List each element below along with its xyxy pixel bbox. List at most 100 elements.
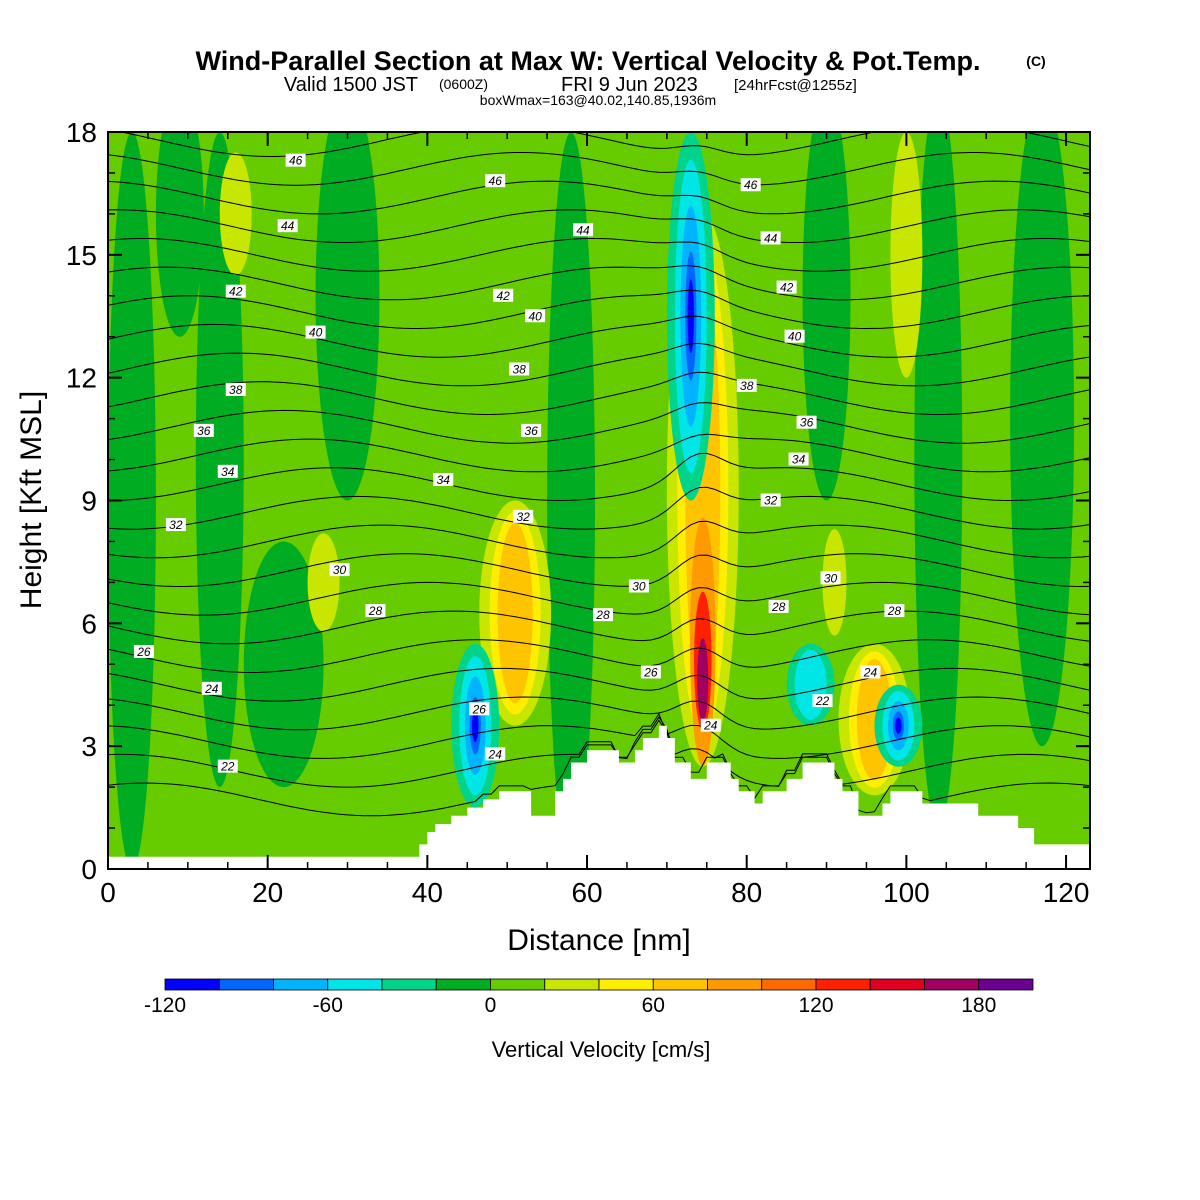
contour-label-value: 36 (800, 416, 814, 430)
contour-label: 46 (285, 153, 306, 168)
contour-label: 26 (640, 665, 661, 679)
contour-label: 34 (217, 464, 238, 479)
chart-title: Wind-Parallel Section at Max W: Vertical… (196, 46, 981, 76)
theta-contour-line (108, 180, 1090, 215)
colorbar-swatch (490, 978, 546, 991)
contour-label: 32 (760, 493, 781, 508)
theta-contours (108, 132, 1090, 817)
contour-label-value: 46 (489, 174, 503, 188)
theta-contour-line (118, 132, 1090, 157)
colorbar-swatch (164, 978, 220, 991)
contour-label-value: 42 (780, 281, 794, 295)
contour-label-box (133, 644, 154, 658)
terrain-shape (108, 725, 1090, 869)
contour-label: 46 (485, 174, 506, 188)
colorbar-swatch (707, 978, 763, 991)
contour-label-box (573, 223, 594, 237)
theta-contour-line (108, 610, 1090, 645)
contour-label-value: 34 (221, 465, 235, 479)
contour-label-box (469, 702, 490, 716)
theta-contour-line (108, 265, 1090, 301)
contour-label-value: 30 (824, 571, 838, 585)
valid-time-date: FRI 9 Jun 2023 (561, 74, 698, 96)
contour-label: 44 (573, 223, 594, 237)
velocity-region (307, 533, 340, 632)
contour-label: 24 (860, 665, 881, 679)
contour-label-value: 26 (136, 645, 151, 659)
contour-label-box (640, 665, 661, 679)
contour-label-box (796, 415, 817, 429)
contour-label-box (217, 759, 238, 773)
contour-label-value: 22 (815, 694, 830, 708)
y-tick-label: 6 (81, 608, 97, 639)
x-tick-label: 20 (252, 877, 283, 908)
theta-contour-line (108, 712, 1090, 759)
contour-label-box (736, 378, 757, 392)
colorbar-swatch (761, 978, 817, 991)
contour-label: 38 (509, 362, 530, 376)
velocity-shading (108, 132, 1075, 869)
theta-contour-line (108, 520, 1090, 559)
colorbar-tick-label: -60 (313, 994, 343, 1017)
velocity-region (497, 523, 533, 704)
contour-label: 44 (277, 219, 298, 233)
forecast-info: [24hrFcst@1255z] (734, 77, 857, 94)
contour-label-value: 28 (771, 600, 786, 614)
contour-label-value: 22 (220, 760, 235, 774)
contour-label-box (365, 604, 386, 618)
contour-label-box (165, 518, 186, 532)
colorbar-tick-label: 180 (961, 994, 996, 1017)
contour-label: 44 (760, 231, 781, 245)
contour-label-value: 34 (792, 453, 806, 467)
theta-contour-line (108, 486, 1090, 530)
y-tick-label: 0 (81, 854, 97, 885)
y-tick-label: 18 (66, 117, 97, 148)
x-tick-label: 60 (571, 877, 602, 908)
contour-label-box (285, 153, 306, 167)
colorbar-tick-label: 0 (485, 994, 497, 1017)
contour-label: 36 (796, 415, 817, 430)
theta-contour-line (108, 289, 1090, 330)
contour-label-value: 42 (497, 289, 511, 303)
colorbar-swatch (815, 978, 871, 991)
x-tick-label: 100 (883, 877, 930, 908)
contour-label-box (788, 452, 809, 466)
contour-label-box (225, 382, 246, 396)
colorbar-swatch (435, 978, 491, 991)
contour-label-box (217, 464, 238, 478)
contour-label-box (784, 329, 805, 343)
x-tick-label: 120 (1043, 877, 1090, 908)
colorbar-swatch (218, 978, 274, 991)
velocity-region (802, 132, 851, 501)
contour-label-box (433, 473, 454, 487)
y-tick-label: 12 (66, 363, 97, 394)
contour-label-value: 26 (643, 665, 658, 679)
colorbar-swatch (924, 978, 980, 991)
contour-label-box (193, 423, 214, 437)
contour-label-value: 46 (289, 154, 303, 168)
contour-label-box (485, 174, 506, 188)
contour-label-value: 42 (229, 285, 243, 299)
x-tick-label: 40 (412, 877, 443, 908)
theta-contour-line (108, 716, 1090, 788)
velocity-region (914, 132, 963, 828)
colorbar-tick-label: -120 (144, 994, 186, 1017)
contour-label-box (305, 325, 326, 339)
contour-label-box (493, 288, 514, 302)
theta-contour-line (108, 342, 1090, 387)
y-tick-label: 9 (81, 486, 97, 517)
contour-label: 36 (521, 423, 542, 438)
contour-label-box (513, 509, 534, 523)
contour-label-value: 44 (764, 231, 778, 245)
contour-label: 30 (628, 579, 649, 593)
contour-label: 28 (365, 604, 386, 618)
theta-contour-line (108, 315, 1090, 358)
contour-label-value: 30 (333, 563, 347, 577)
contour-label-value: 24 (488, 747, 503, 761)
contour-label-value: 44 (281, 219, 295, 233)
contour-label-box (860, 665, 881, 679)
box-wmax-info: boxWmax=163@40.02,140.85,1936m (480, 92, 716, 108)
contour-label-box (329, 563, 350, 577)
